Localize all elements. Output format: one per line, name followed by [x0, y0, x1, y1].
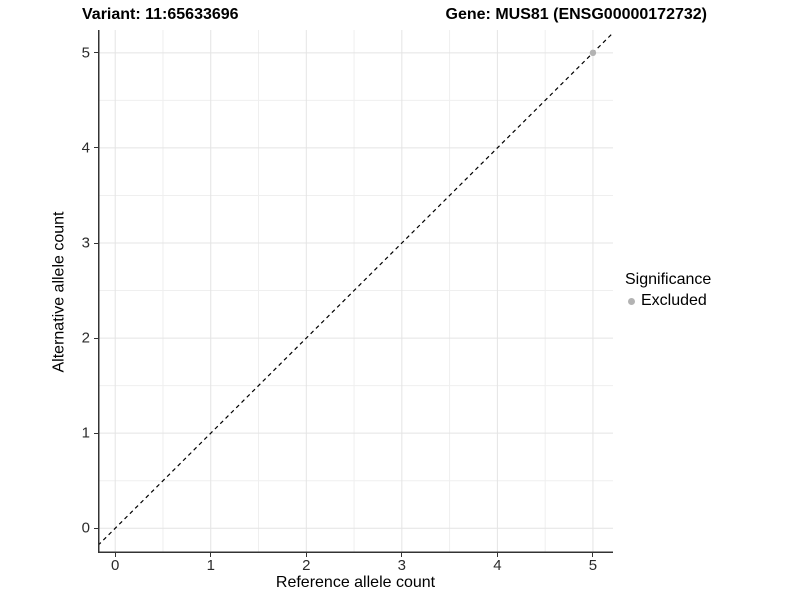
- y-tick-label: 3: [81, 234, 90, 252]
- plot-title-gene: Gene: MUS81 (ENSG00000172732): [445, 6, 707, 23]
- y-tick-label: 0: [81, 519, 90, 537]
- x-tick-mark: [114, 553, 116, 557]
- y-tick-mark: [94, 432, 98, 434]
- data-point-excluded: [589, 49, 597, 57]
- x-tick-label: 2: [302, 557, 311, 574]
- x-tick-mark: [592, 553, 594, 557]
- y-tick-mark: [94, 337, 98, 339]
- y-tick-mark: [94, 147, 98, 149]
- x-tick-mark: [305, 553, 307, 557]
- x-tick-label: 3: [397, 557, 406, 574]
- x-axis-title: Reference allele count: [275, 574, 436, 591]
- scatter-plot: [98, 30, 613, 553]
- legend-entry-label: Excluded: [641, 292, 707, 309]
- x-tick-label: 5: [588, 557, 598, 574]
- y-tick-label: 2: [81, 329, 90, 347]
- plot-title-variant: Variant: 11:65633696: [82, 6, 239, 23]
- y-tick-label: 4: [81, 139, 90, 157]
- plot-title: Variant: 11:65633696 Gene: MUS81 (ENSG00…: [82, 6, 707, 24]
- plot-panel: [98, 30, 613, 553]
- legend-entry: Excluded: [625, 292, 711, 310]
- y-tick-label: 5: [81, 44, 90, 62]
- identity-reference-line: [98, 32, 613, 546]
- y-tick-mark: [94, 52, 98, 54]
- legend: Significance Excluded: [625, 271, 711, 310]
- y-tick-mark: [94, 527, 98, 529]
- legend-key-dot: [628, 297, 635, 305]
- x-tick-label: 0: [111, 557, 120, 574]
- legend-title: Significance: [625, 271, 712, 288]
- x-tick-label: 4: [493, 557, 502, 574]
- x-tick-mark: [496, 553, 498, 557]
- legend-entries: Excluded: [625, 292, 711, 310]
- x-tick-mark: [210, 553, 212, 557]
- y-tick-label: 1: [81, 424, 90, 442]
- x-tick-label: 1: [206, 557, 215, 574]
- y-axis-title: Alternative allele count: [50, 211, 68, 372]
- y-tick-mark: [94, 242, 98, 244]
- x-tick-mark: [401, 553, 403, 557]
